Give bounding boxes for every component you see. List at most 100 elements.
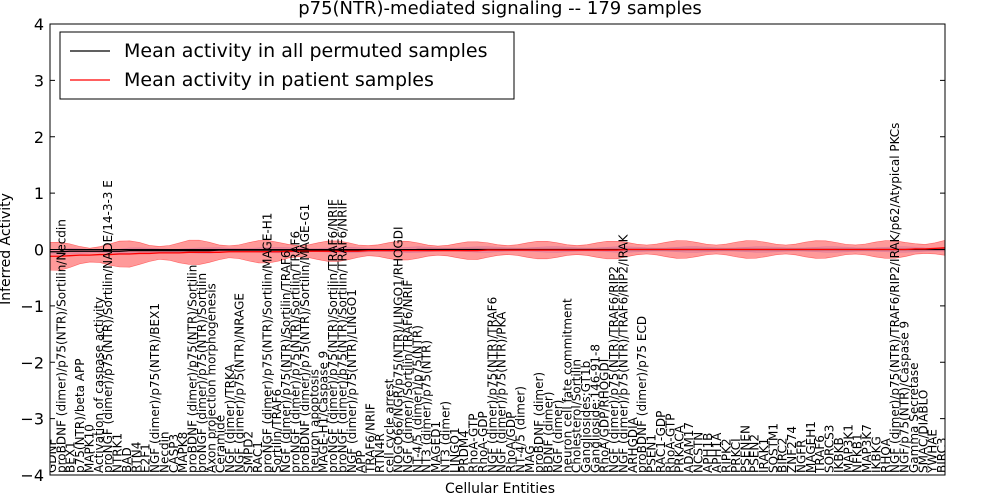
entity-label: proBDNF (dimer) — [532, 372, 546, 473]
entity-label: RhoA-GTP — [467, 414, 481, 473]
entity-label: proNGF (dimer)/p75(NTR)/Sortilin/TRAF6 — [289, 231, 303, 473]
entity-label: GDNF — [45, 438, 59, 473]
entity-label: NGF (dimer)/p75(NTR)/PKA — [495, 311, 509, 473]
entity-label: proNGF (dimer)/p75(NTR)/Sortilin — [195, 273, 209, 473]
y-tick-label: 3 — [34, 71, 44, 90]
entity-label: RhoA/GDP/RHOGDI — [598, 359, 612, 473]
entity-label: APP — [354, 450, 368, 473]
entity-label: IKBKB — [832, 437, 846, 473]
entity-label: NGF/p75(NTR)/Caspase 9 — [898, 321, 912, 473]
entity-label: Gangliosides:GT1b — [579, 361, 593, 473]
legend-label-permuted: Mean activity in all permuted samples — [124, 40, 487, 62]
entity-label: NGF (dimer)/p75(NTR)/NRAGE — [232, 293, 246, 473]
entity-label: NGFR — [795, 439, 809, 473]
entity-label: proNGF (dimer)/p75(NTR)/Sortilin/TRAF6/N… — [335, 199, 349, 473]
entity-label: RHOA — [879, 437, 893, 473]
entity-label: RAC1-GDP — [654, 411, 668, 473]
entity-label: NFKB1 — [851, 433, 865, 473]
y-axis-title: Inferred Activity — [0, 193, 14, 305]
y-tick-label: −1 — [20, 297, 44, 316]
entity-label: MAP3K1 — [841, 424, 855, 473]
entity-label: proBDNF (dimer)/p75(NTR)/Sortilin/Necdin — [54, 219, 68, 473]
legend-label-patient: Mean activity in patient samples — [124, 69, 434, 91]
entity-label: proNGF (dimer)/p75(NTR)/Sortilin/TRAF6/N… — [326, 199, 340, 473]
entity-label: IRAK1 — [757, 438, 771, 473]
entity-label: NT-4/5 (dimer) — [513, 386, 527, 473]
entity-label: SQSTM1 — [766, 423, 780, 473]
entity-label: IKBKG — [869, 436, 883, 473]
entity-label: Activation of caspase activity — [92, 297, 106, 473]
entity-label: RTN4R — [373, 433, 387, 473]
entity-label: Necdin — [157, 431, 171, 473]
x-axis-title: Cellular Entities — [445, 481, 555, 497]
entity-label: TRAF6 — [813, 435, 827, 474]
y-tick-label: −3 — [20, 410, 44, 429]
entity-label: RAC1 — [251, 441, 265, 473]
entity-label: ADAM17 — [682, 422, 696, 473]
series-line-patient — [50, 247, 945, 257]
entity-label: RTN4 — [129, 442, 143, 473]
entity-label: PRKCI — [729, 438, 743, 473]
entity-label: SORCS3 — [823, 425, 837, 473]
entity-label: SMPD2 — [242, 431, 256, 473]
entity-label: NGF (dimer)/p75(NTR)/LINGO1 — [345, 289, 359, 473]
entity-label: YWHAE — [926, 429, 940, 474]
entity-label: PSENEN — [738, 425, 752, 473]
series-lines — [50, 247, 945, 257]
chart-title: p75(NTR)-mediated signaling -- 179 sampl… — [298, 0, 702, 19]
entity-label: Axon projection morphogenesis — [204, 283, 218, 473]
entity-label: Sortilin/TRAF6 — [270, 389, 284, 473]
entity-label: ZNF274 — [785, 426, 799, 473]
entity-label: TRAF6/NRIF — [364, 403, 378, 474]
entity-label: BAD — [120, 447, 134, 473]
entity-label: NGF (dimer)/p75(NTR)/BEX1 — [148, 303, 162, 473]
entity-label: proBDNF (dimer)/p75 ECD — [635, 316, 649, 473]
entity-label: RhoA-GDP — [476, 411, 490, 473]
legend: Mean activity in all permuted samples Me… — [59, 31, 515, 100]
entity-label: NGF (dimer)/p75(NTR)/TRAF6/RIP2/IRAK/p62… — [888, 123, 902, 473]
entity-label: BEX1 — [64, 441, 78, 473]
entity-label: BDNF (dimer) — [542, 392, 556, 474]
entity-label: NT-4/5 (dimer)/p75(NTR) — [410, 325, 424, 473]
entity-label: proBDNF (dimer)/p75(NTR)/Sortilin — [186, 265, 200, 473]
entity-label: MAGEH1 — [804, 421, 818, 473]
entity-label: cell cycle arrest — [382, 378, 396, 473]
entity-label: neuron cell fate commitment — [560, 298, 574, 473]
y-axis: −4 −3 −2 −1 0 1 2 3 4 — [20, 15, 945, 485]
entity-label: NGF (dimer)/p75(NTR)/TRAF6/RIP2 — [607, 266, 621, 473]
y-tick-label: −2 — [20, 353, 44, 372]
entity-label: PRKACA — [673, 424, 687, 473]
entity-label: SMAC/DIABLO — [916, 390, 930, 473]
entity-label: LINGO1 — [448, 427, 462, 473]
entity-label: Ceramide — [214, 415, 228, 473]
legend-box — [59, 31, 515, 100]
entity-label: NTRK1 — [111, 433, 125, 473]
entity-label: NT3 (dimer)/p75(NTR) — [420, 340, 434, 473]
y-tick-label: 0 — [34, 241, 44, 260]
entity-label: PSEN1 — [645, 434, 659, 473]
entity-label: APH1A — [710, 432, 724, 473]
entity-label: p75(NTR)/beta APP — [73, 359, 87, 474]
entity-label: proNGF (dimer)/p75(NTR)/Sortilin/NADE/14… — [101, 180, 115, 473]
entity-label: BIRC3 — [935, 437, 949, 473]
entity-label: BIRC2 — [776, 437, 790, 473]
y-tick-label: −4 — [20, 466, 44, 485]
entity-label: APH1B — [701, 433, 715, 473]
entity-label: NGF (dimer)/p75(NTR)/TRAF6/RIP2/IRAK — [617, 233, 631, 473]
entity-label: MAG — [523, 445, 537, 473]
entity-label: RhoA/GDP — [504, 412, 518, 473]
entity-label: CASP3 — [167, 434, 181, 473]
entity-label: MAPK10 — [83, 424, 97, 473]
entity-label: NGF (dimer)/TRKA — [223, 363, 237, 473]
entity-label: MAPK8 — [176, 432, 190, 473]
entity-label: NT3 (dimer) — [439, 401, 453, 473]
entity-label: NGF (dimer) — [551, 400, 565, 473]
band-patient — [50, 239, 945, 271]
entity-label: ARHGDIA — [626, 416, 640, 473]
y-tick-label: 1 — [34, 184, 44, 203]
entity-label: proNGF (dimer)/p75(NTR)/Sortilin/MAGE-H1 — [261, 213, 275, 473]
entity-label: NGF (dimer)/p75(NTR)/TRAF6 — [485, 297, 499, 473]
entity-label: MAP3K7 — [860, 424, 874, 473]
entity-label: E2F1 — [139, 443, 153, 473]
entity-label: RIPK2 — [720, 438, 734, 473]
